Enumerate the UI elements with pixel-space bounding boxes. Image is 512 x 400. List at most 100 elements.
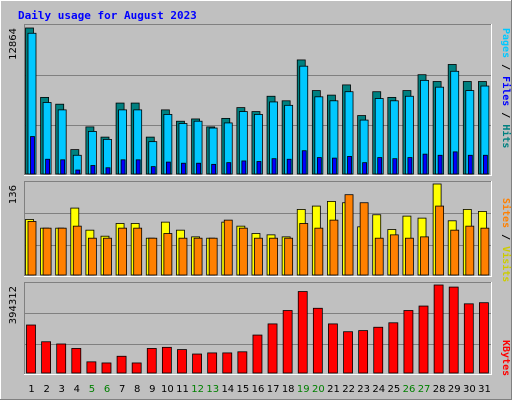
bar-sites-17 [269,237,278,276]
legend-separator-3: / [500,228,511,246]
y-tick-label-hits-files-pages: 12864 [8,28,19,60]
legend-pages: Pages [500,28,511,58]
x-tick-label-day-29: 29 [448,384,461,395]
bar-sites-26 [405,237,414,276]
bar-sites-25 [389,234,399,276]
bar-pages-31 [483,154,488,175]
x-tick-label-day-14: 14 [221,384,234,395]
x-tick-label-day-23: 23 [357,384,370,395]
bar-kbytes-31 [479,302,489,374]
x-tick-label-day-27: 27 [418,384,431,395]
bar-kbytes-18 [282,310,293,374]
bar-pages-14 [226,162,232,175]
x-tick-label-day-25: 25 [388,384,401,395]
bar-sites-21 [329,219,339,276]
bar-kbytes-14 [222,352,233,374]
bar-kbytes-28 [433,284,444,374]
bar-sites-15 [238,227,248,276]
bar-sites-22 [344,194,354,276]
legend-separator-2: / [500,106,511,124]
bar-pages-1 [30,136,35,175]
x-tick-label-day-3: 3 [59,384,65,395]
x-tick-label-day-6: 6 [104,384,110,395]
bar-pages-20 [316,157,322,175]
bar-sites-29 [450,229,460,276]
bar-sites-23 [359,202,369,276]
bar-pages-16 [256,161,262,175]
bar-kbytes-21 [328,323,338,374]
bar-pages-3 [60,159,66,175]
x-tick-label-day-19: 19 [297,384,310,395]
bar-kbytes-5 [86,361,97,374]
bar-kbytes-20 [312,307,323,374]
bar-sites-2 [42,227,52,276]
bar-pages-8 [135,159,141,175]
x-tick-label-day-2: 2 [43,384,49,395]
bar-sites-3 [57,227,67,276]
bar-sites-24 [374,237,384,276]
x-tick-label-day-11: 11 [176,384,189,395]
x-tick-label-day-30: 30 [463,384,476,395]
panel-visits-sites [24,181,492,277]
bar-kbytes-17 [267,323,278,374]
bar-kbytes-9 [146,348,157,374]
bar-kbytes-27 [418,305,429,374]
x-tick-label-day-26: 26 [403,384,416,395]
bar-kbytes-4 [71,348,82,374]
bar-sites-1 [27,221,37,276]
x-tick-label-day-31: 31 [478,384,491,395]
bar-pages-5 [90,165,96,175]
bar-pages-9 [150,166,156,175]
x-tick-label-day-7: 7 [119,384,125,395]
bar-kbytes-8 [131,362,142,374]
bar-kbytes-30 [463,303,474,374]
bar-sites-20 [314,227,324,276]
bar-sites-14 [223,219,233,276]
panel-hits-files-pages [24,24,492,176]
x-tick-label-day-13: 13 [206,384,219,395]
bar-sites-30 [465,225,475,276]
bar-kbytes-23 [358,330,369,374]
bar-sites-31 [480,227,490,276]
bar-sites-18 [284,237,294,276]
bar-pages-22 [347,156,352,175]
bar-sites-10 [163,233,173,276]
legend-sites-visits: Sites / Visits [500,198,512,282]
bar-pages-19 [301,150,307,175]
bar-pages-24 [377,157,383,175]
bar-pages-4 [75,169,81,175]
bar-sites-7 [118,227,127,276]
x-tick-label-day-4: 4 [74,384,80,395]
bar-pages-30 [467,154,473,175]
bar-sites-27 [420,236,429,276]
legend-visits: Visits [500,246,512,282]
bar-kbytes-12 [192,353,202,374]
bar-pages-27 [422,153,428,175]
x-tick-label-day-1: 1 [28,384,34,395]
bar-sites-4 [72,225,82,276]
y-tick-label-visits-sites: 136 [8,185,19,204]
bar-sites-11 [178,237,188,276]
bar-sites-6 [103,237,112,276]
bar-kbytes-19 [297,291,308,374]
bar-pages-10 [165,161,171,175]
bar-pages-17 [271,158,277,175]
bar-pages-25 [392,158,398,175]
bar-pages-12 [196,162,201,175]
x-tick-label-day-10: 10 [161,384,174,395]
bar-pages-26 [407,157,413,175]
legend-hits-files-pages: Pages / Files / Hits [500,28,512,148]
bar-kbytes-10 [161,346,172,374]
x-tick-label-day-22: 22 [342,384,355,395]
bar-pages-29 [452,151,458,175]
bar-pages-21 [332,157,337,175]
bar-kbytes-29 [448,286,459,374]
bar-kbytes-1 [26,324,36,374]
bar-kbytes-16 [252,334,263,374]
x-tick-label-day-15: 15 [237,384,250,395]
x-tick-label-day-20: 20 [312,384,325,395]
x-tick-label-day-18: 18 [282,384,295,395]
panel-kbytes [24,282,492,375]
bar-kbytes-7 [116,355,127,374]
legend-separator-1: / [500,58,511,76]
